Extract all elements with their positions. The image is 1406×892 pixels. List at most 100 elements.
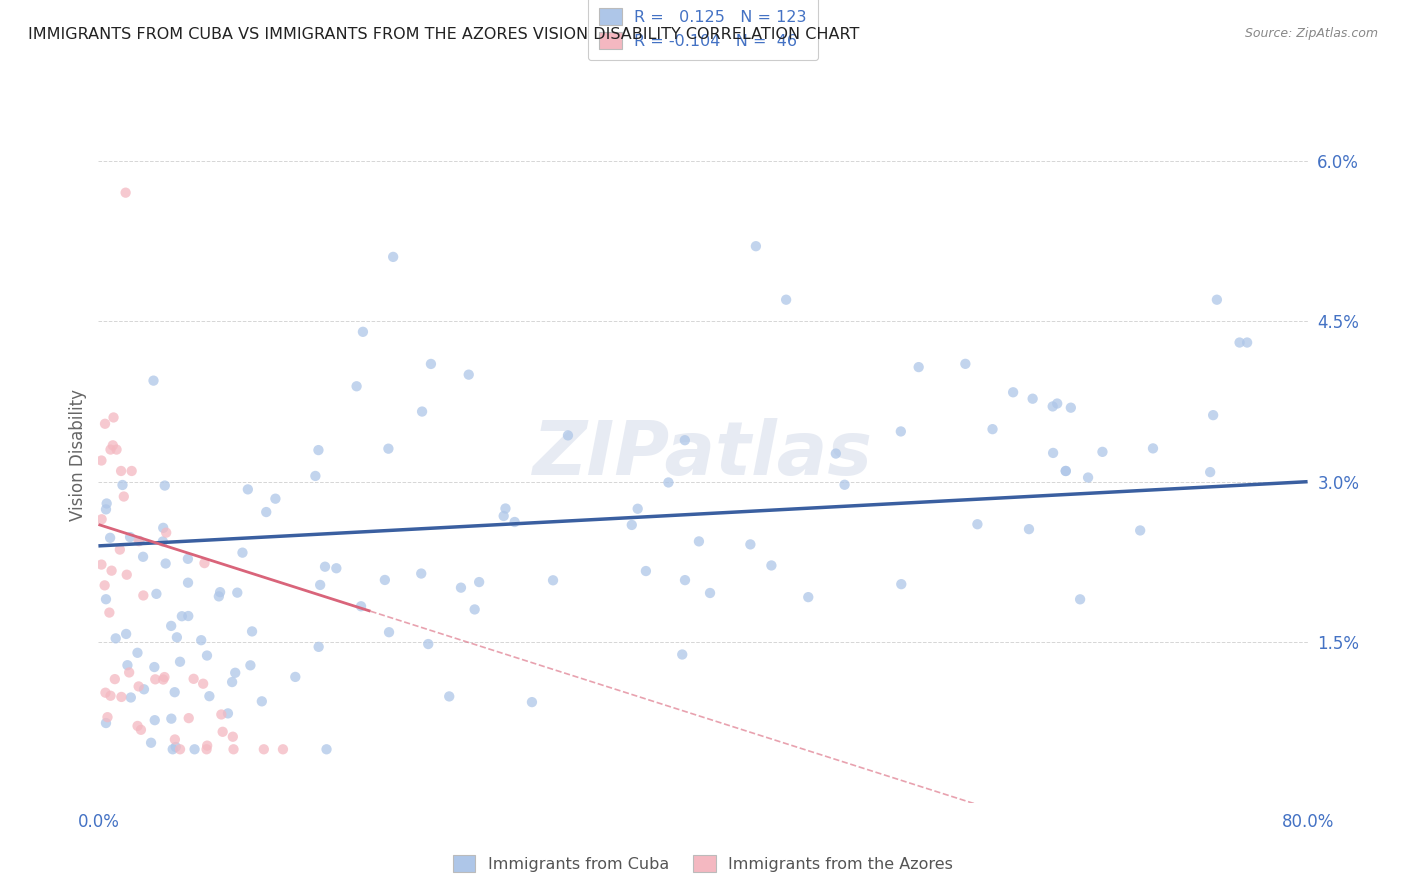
Point	[492, 508, 515, 523]
Point	[377, 442, 399, 456]
Point	[120, 530, 142, 544]
Point	[208, 590, 231, 604]
Point	[110, 690, 132, 704]
Point	[420, 357, 443, 371]
Point	[193, 556, 215, 570]
Point	[1229, 335, 1251, 350]
Point	[253, 742, 276, 756]
Point	[503, 515, 526, 529]
Point	[111, 478, 134, 492]
Point	[100, 442, 122, 457]
Point	[93, 578, 115, 592]
Point	[284, 670, 307, 684]
Point	[152, 534, 174, 549]
Point	[127, 646, 149, 660]
Point	[163, 732, 186, 747]
Point	[239, 658, 262, 673]
Point	[94, 417, 117, 431]
Point	[170, 609, 193, 624]
Point	[128, 534, 150, 549]
Point	[118, 665, 141, 680]
Point	[96, 496, 118, 510]
Point	[231, 546, 253, 560]
Point	[132, 682, 155, 697]
Point	[145, 587, 167, 601]
Legend: Immigrants from Cuba, Immigrants from the Azores: Immigrants from Cuba, Immigrants from th…	[447, 848, 959, 879]
Text: Source: ZipAtlas.com: Source: ZipAtlas.com	[1244, 27, 1378, 40]
Point	[314, 559, 336, 574]
Point	[688, 534, 710, 549]
Point	[94, 686, 117, 700]
Point	[129, 723, 152, 737]
Point	[128, 680, 150, 694]
Point	[557, 428, 579, 442]
Point	[142, 374, 165, 388]
Point	[378, 625, 401, 640]
Point	[152, 521, 174, 535]
Point	[411, 566, 433, 581]
Point	[834, 477, 856, 491]
Point	[221, 675, 243, 690]
Point	[1142, 442, 1164, 456]
Point	[169, 742, 191, 756]
Point	[309, 578, 332, 592]
Point	[177, 711, 200, 725]
Point	[520, 695, 543, 709]
Point	[382, 250, 405, 264]
Point	[418, 637, 440, 651]
Point	[90, 512, 112, 526]
Point	[143, 660, 166, 674]
Point	[132, 589, 155, 603]
Point	[98, 531, 121, 545]
Point	[169, 655, 191, 669]
Point	[117, 658, 139, 673]
Point	[740, 537, 762, 551]
Point	[495, 501, 517, 516]
Point	[115, 627, 138, 641]
Point	[1069, 592, 1091, 607]
Point	[1054, 464, 1077, 478]
Point	[104, 632, 127, 646]
Point	[699, 586, 721, 600]
Point	[153, 478, 176, 492]
Point	[907, 360, 929, 375]
Point	[162, 742, 184, 756]
Point	[121, 464, 143, 478]
Point	[190, 633, 212, 648]
Point	[160, 619, 183, 633]
Point	[222, 730, 245, 744]
Point	[541, 574, 564, 588]
Point	[155, 557, 177, 571]
Point	[450, 581, 472, 595]
Point	[128, 533, 150, 548]
Point	[308, 640, 330, 654]
Point	[1202, 408, 1225, 422]
Point	[143, 673, 166, 687]
Point	[94, 592, 117, 607]
Point	[457, 368, 479, 382]
Point	[132, 549, 155, 564]
Point	[195, 739, 218, 753]
Point	[143, 713, 166, 727]
Point	[195, 648, 218, 663]
Text: IMMIGRANTS FROM CUBA VS IMMIGRANTS FROM THE AZORES VISION DISABILITY CORRELATION: IMMIGRANTS FROM CUBA VS IMMIGRANTS FROM …	[28, 27, 859, 42]
Point	[183, 672, 205, 686]
Point	[411, 404, 433, 418]
Point	[307, 443, 329, 458]
Point	[464, 602, 486, 616]
Point	[104, 672, 127, 686]
Point	[217, 706, 239, 721]
Point	[824, 446, 846, 460]
Point	[775, 293, 797, 307]
Point	[761, 558, 783, 573]
Point	[120, 690, 142, 705]
Point	[981, 422, 1004, 436]
Point	[254, 505, 277, 519]
Point	[1091, 445, 1114, 459]
Point	[271, 742, 294, 756]
Point	[96, 710, 118, 724]
Point	[177, 609, 200, 624]
Text: ZIPatlas: ZIPatlas	[533, 418, 873, 491]
Point	[108, 542, 131, 557]
Point	[177, 551, 200, 566]
